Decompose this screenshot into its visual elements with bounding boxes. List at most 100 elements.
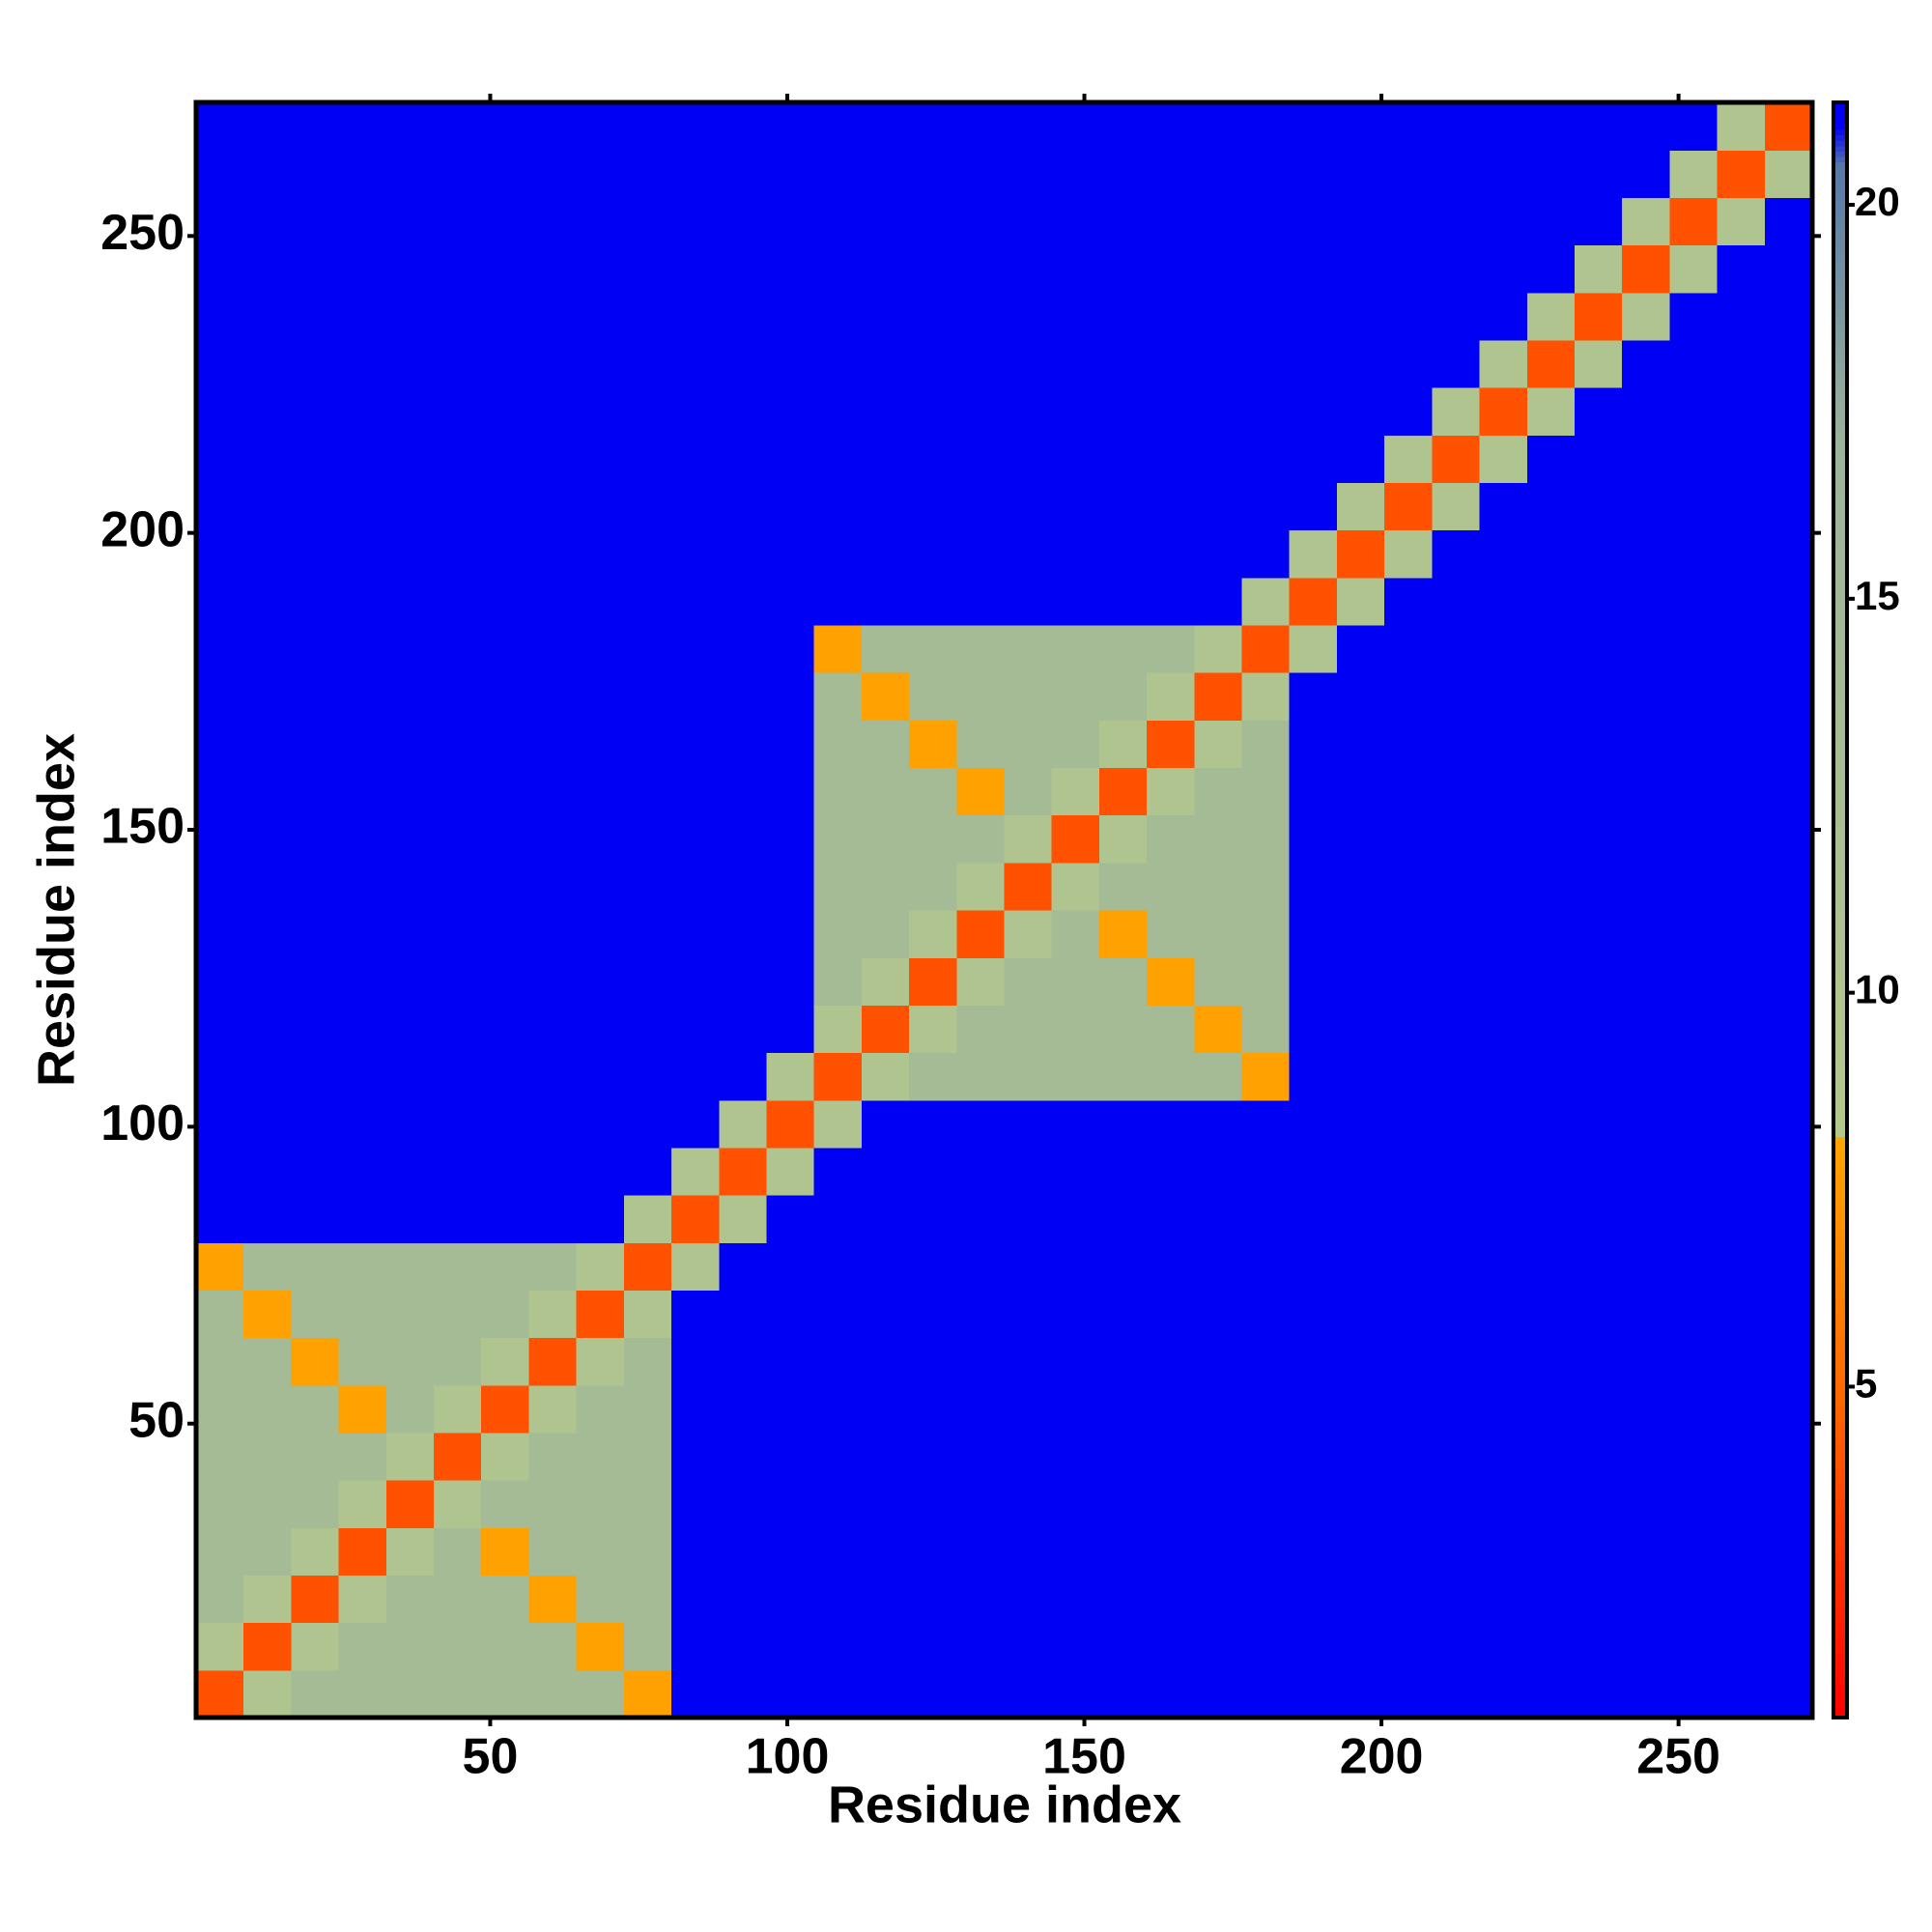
heatmap-cell [338,672,387,721]
heatmap-cell [1147,387,1195,436]
heatmap-cell [1147,672,1195,721]
heatmap-cell [1289,387,1338,436]
heatmap-cell [1384,482,1433,531]
heatmap-cell [861,292,910,341]
heatmap-cell [291,720,340,769]
heatmap-cell [1384,1242,1433,1292]
heatmap-cell [1669,102,1719,151]
heatmap-cell [1479,1669,1528,1719]
heatmap-cell [528,435,578,484]
heatmap-cell [1384,1480,1433,1528]
heatmap-cell [243,529,293,579]
heatmap-cell [956,910,1006,958]
heatmap-cell [1336,1669,1385,1719]
heatmap-cell [1622,862,1670,911]
heatmap-cell [291,577,340,626]
heatmap-cell [291,292,340,341]
heatmap-cell [1004,1527,1053,1577]
colorbar-segment [1833,1712,1847,1719]
colorbar-segment [1833,527,1847,534]
heatmap-cell [719,150,768,198]
heatmap-cell [1336,910,1385,958]
heatmap-cell [1289,767,1338,816]
colorbar-segment [1833,651,1847,658]
colorbar-segment [1833,425,1847,432]
colorbar-segment [1833,350,1847,356]
heatmap-cell [1622,197,1670,246]
heatmap-cell [1764,529,1813,579]
heatmap-cell [1764,197,1813,246]
heatmap-cell [671,1622,720,1671]
heatmap-cell [196,292,244,341]
heatmap-cell [434,1195,482,1243]
heatmap-cell [1764,244,1813,294]
heatmap-cell [1336,1290,1385,1339]
heatmap-cell [861,720,910,769]
heatmap-cell [1336,292,1385,341]
heatmap-cell [813,482,863,531]
heatmap-cell [1764,1242,1813,1292]
heatmap-cell [1194,720,1243,769]
colorbar-segment [1833,603,1847,610]
colorbar-segment [1833,1130,1847,1137]
heatmap-cell [623,1669,672,1719]
colorbar-segment [1833,1421,1847,1428]
colorbar-segment [1833,850,1847,858]
colorbar-segment [1833,597,1847,605]
colorbar-segment [1833,344,1847,352]
heatmap-cell [196,767,244,816]
colorbar-segment [1833,1264,1847,1272]
heatmap-cell [1669,814,1719,864]
heatmap-cell [1147,1290,1195,1339]
x-tick-label: 250 [1636,1729,1720,1785]
heatmap-cell [385,814,435,864]
heatmap-cell [528,767,578,816]
heatmap-cell [671,957,720,1006]
colorbar-segment [1833,1071,1847,1078]
heatmap-cell [434,1669,482,1719]
heatmap-cell [434,1622,482,1671]
colorbar-segment [1833,479,1847,486]
heatmap-cell [338,1669,387,1719]
heatmap-cell [813,767,863,816]
heatmap-cell [576,244,625,294]
heatmap-cell [1147,957,1195,1006]
colorbar-segment [1833,948,1847,954]
heatmap-cell [1051,150,1100,198]
heatmap-cell [434,624,482,673]
heatmap-cell [623,767,672,816]
colorbar-segment [1833,1663,1847,1670]
heatmap-cell [1622,1480,1670,1528]
heatmap-cell [1717,767,1766,816]
colorbar-segment [1833,1082,1847,1089]
heatmap-cell [1004,387,1053,436]
colorbar-segment [1833,624,1847,631]
heatmap-cell [1717,387,1766,436]
heatmap-cell [1479,1290,1528,1339]
heatmap-cell [909,1432,957,1481]
heatmap-cell [1622,1195,1670,1243]
heatmap-cell [1622,339,1670,388]
heatmap-cell [1194,150,1243,198]
heatmap-cell [719,814,768,864]
heatmap-cell [1051,1384,1100,1434]
heatmap-cell [1526,720,1576,769]
heatmap-cell [861,1527,910,1577]
colorbar-segment [1833,156,1847,163]
heatmap-cell [291,1242,340,1292]
heatmap-cell [528,957,578,1006]
colorbar-segment [1833,1475,1847,1482]
heatmap-cell [813,1384,863,1434]
colorbar-segment [1833,193,1847,201]
colorbar-segment [1833,823,1847,831]
colorbar-segment [1833,662,1847,668]
colorbar-segment [1833,1243,1847,1250]
colorbar-segment [1833,301,1847,308]
heatmap-cell [1336,435,1385,484]
heatmap-cell [1004,1384,1053,1434]
heatmap-cell [623,1195,672,1243]
heatmap-cell [956,1147,1006,1196]
heatmap-cell [481,292,530,341]
heatmap-cell [196,1622,244,1671]
heatmap-cell [1194,292,1243,341]
